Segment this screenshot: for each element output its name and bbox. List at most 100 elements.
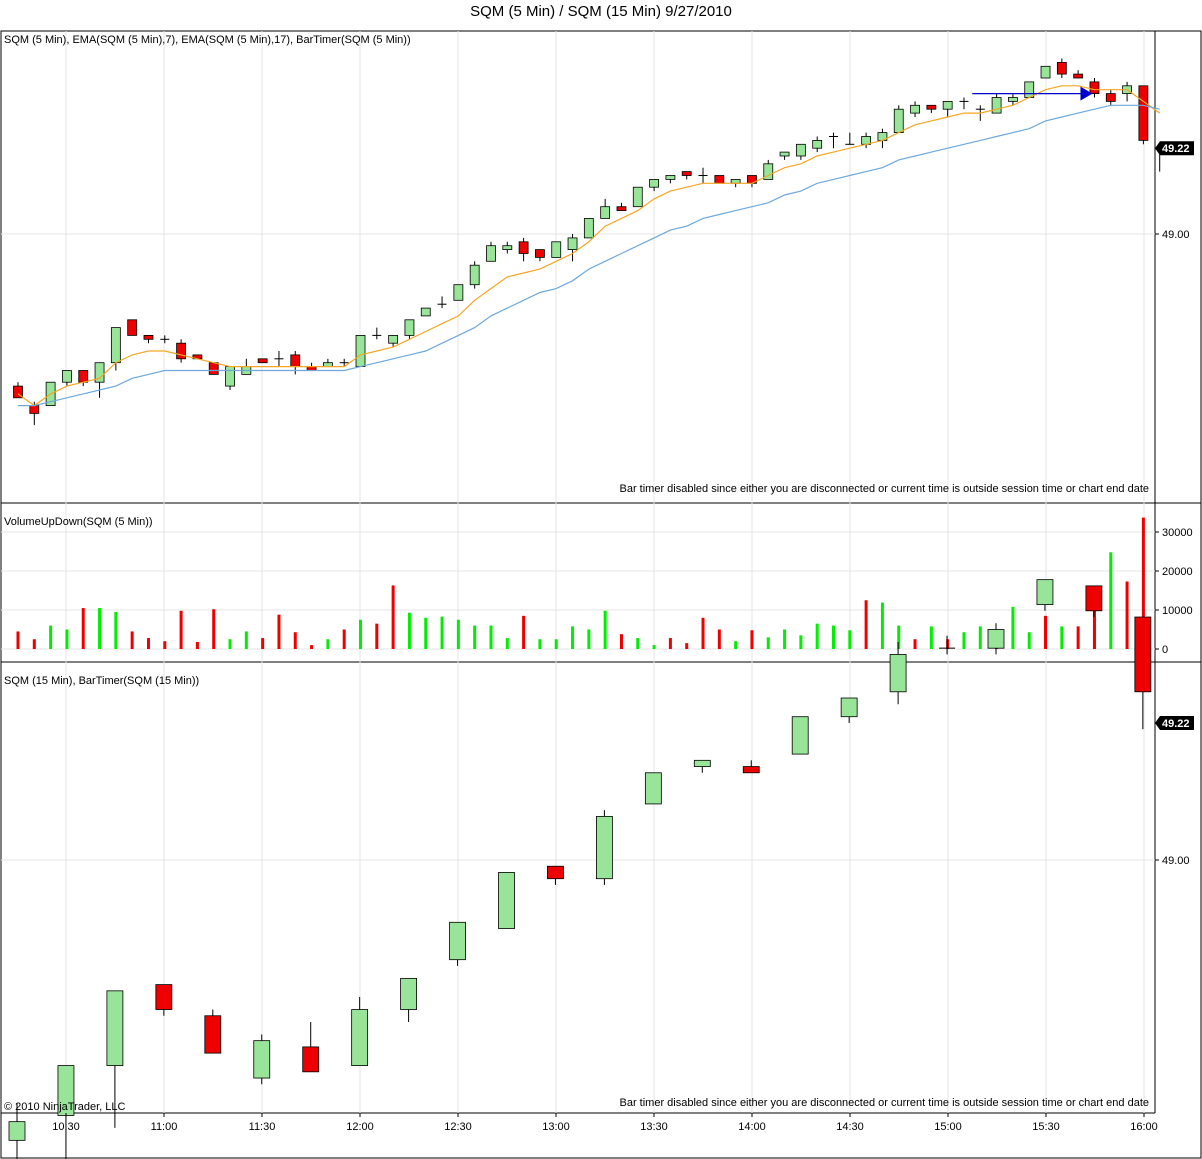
candle-down xyxy=(204,1015,222,1054)
volume-bar-up xyxy=(783,629,787,649)
copyright-text: © 2010 NinjaTrader, LLC xyxy=(4,1101,125,1113)
volume-bar-up xyxy=(554,639,558,649)
x-tick-label: 12:30 xyxy=(444,1121,472,1133)
candle-up xyxy=(583,217,594,239)
volume-bar-down xyxy=(522,615,526,649)
bar-timer-note-15min: Bar timer disabled since either you are … xyxy=(620,1097,1150,1109)
volume-bar-up xyxy=(98,608,102,649)
candle-up xyxy=(791,716,809,755)
candle-down xyxy=(1085,585,1103,612)
volume-bar-down xyxy=(32,639,36,649)
volume-bar-up xyxy=(587,629,591,649)
candle-up xyxy=(469,264,480,286)
volume-bar-down xyxy=(277,614,281,649)
volume-bar-down xyxy=(1092,599,1096,649)
candle-down xyxy=(1138,85,1149,141)
candle-down xyxy=(681,171,692,176)
volume-bar-down xyxy=(342,629,346,649)
volume-bar-down xyxy=(130,631,134,649)
candle-down xyxy=(714,175,725,184)
volume-bar-up xyxy=(114,611,118,649)
candle-up xyxy=(763,163,774,180)
volume-bar-up xyxy=(228,639,232,649)
volume-bar-down xyxy=(195,641,199,649)
volume-bar-up xyxy=(1027,632,1031,649)
chart-title: SQM (5 Min) / SQM (15 Min) 9/27/2010 xyxy=(470,3,732,20)
volume-bar-up xyxy=(652,645,656,649)
price-5min-panel[interactable]: 49.00 49.22 xyxy=(13,58,1195,426)
volume-bar-up xyxy=(1011,606,1015,649)
candle-up xyxy=(840,697,858,718)
candle-down xyxy=(1089,81,1100,95)
x-tick-label: 12:00 xyxy=(346,1121,374,1133)
volume-bar-down xyxy=(619,634,623,649)
volume-bar-up xyxy=(359,619,363,649)
arrow-head-icon xyxy=(1080,86,1093,101)
candle-down xyxy=(78,370,89,383)
panel-label-5min: SQM (5 Min), EMA(SQM (5 Min),7), EMA(SQM… xyxy=(4,34,411,46)
candle-down xyxy=(926,104,937,110)
candle-up xyxy=(644,772,662,805)
candle-down xyxy=(1105,93,1116,102)
volume-bar-up xyxy=(489,625,493,649)
volume-bar-down xyxy=(1076,626,1080,649)
candle-down xyxy=(1134,616,1152,693)
price-15min-panel[interactable]: 49.00 49.22 xyxy=(8,579,1194,1159)
candle-down xyxy=(176,342,187,360)
candle-up xyxy=(795,143,806,157)
volume-bar-up xyxy=(734,641,738,649)
candle-up xyxy=(453,284,464,301)
gridlines xyxy=(1,31,1155,1113)
volume-bar-down xyxy=(1141,517,1145,649)
volume-panel[interactable]: 30000 20000 10000 0 xyxy=(16,517,1193,656)
volume-bar-up xyxy=(424,617,428,649)
x-tick-label: 16:00 xyxy=(1130,1121,1158,1133)
volume-bar-down xyxy=(310,645,314,649)
candle-up xyxy=(779,151,790,157)
volume-bar-down xyxy=(293,632,297,649)
volume-bar-down xyxy=(913,639,917,649)
volume-bar-up xyxy=(766,637,770,649)
volume-bar-up xyxy=(407,612,411,649)
volume-bar-up xyxy=(571,626,575,649)
volume-bar-up xyxy=(962,632,966,649)
candle-down xyxy=(547,865,564,880)
candle-up xyxy=(94,362,105,383)
volume-bar-up xyxy=(538,639,542,649)
bar-timer-note-5min: Bar timer disabled since either you are … xyxy=(620,483,1150,495)
volume-bar-up xyxy=(505,638,509,649)
volume-bar-down xyxy=(375,623,379,649)
candle-down xyxy=(518,241,529,254)
volume-bar-down xyxy=(16,631,20,649)
candle-up xyxy=(1040,65,1051,79)
candle-up xyxy=(910,104,920,114)
volume-bar-up xyxy=(832,625,835,649)
candle-up xyxy=(110,327,121,364)
x-tick-label: 13:30 xyxy=(640,1121,668,1133)
volume-bar-down xyxy=(146,638,150,649)
candle-up xyxy=(665,175,676,180)
volume-bar-down xyxy=(81,608,85,649)
volume-bar-up xyxy=(440,616,444,649)
volume-bar-up xyxy=(603,610,607,649)
volume-bar-up xyxy=(473,625,477,649)
volume-bar-down xyxy=(1125,581,1129,649)
y-tick-label: 49.00 xyxy=(1162,855,1190,867)
volume-bar-up xyxy=(636,638,640,649)
volume-bar-down xyxy=(701,617,705,649)
candle-up xyxy=(486,245,496,262)
y-tick-label: 0 xyxy=(1162,644,1168,656)
chart-frame xyxy=(0,30,1202,1159)
candle-up xyxy=(351,1009,369,1066)
last-price-label: 49.22 xyxy=(1162,143,1190,155)
candle-up xyxy=(1036,579,1054,605)
y-tick-label: 49.00 xyxy=(1162,229,1190,241)
x-tick-label: 14:30 xyxy=(836,1121,864,1133)
candle-up xyxy=(942,101,953,110)
volume-bar-up xyxy=(880,602,884,649)
x-tick-label: 11:00 xyxy=(151,1121,178,1133)
candle-up xyxy=(893,108,904,133)
candle-up xyxy=(106,990,124,1066)
candle-down xyxy=(535,249,545,258)
